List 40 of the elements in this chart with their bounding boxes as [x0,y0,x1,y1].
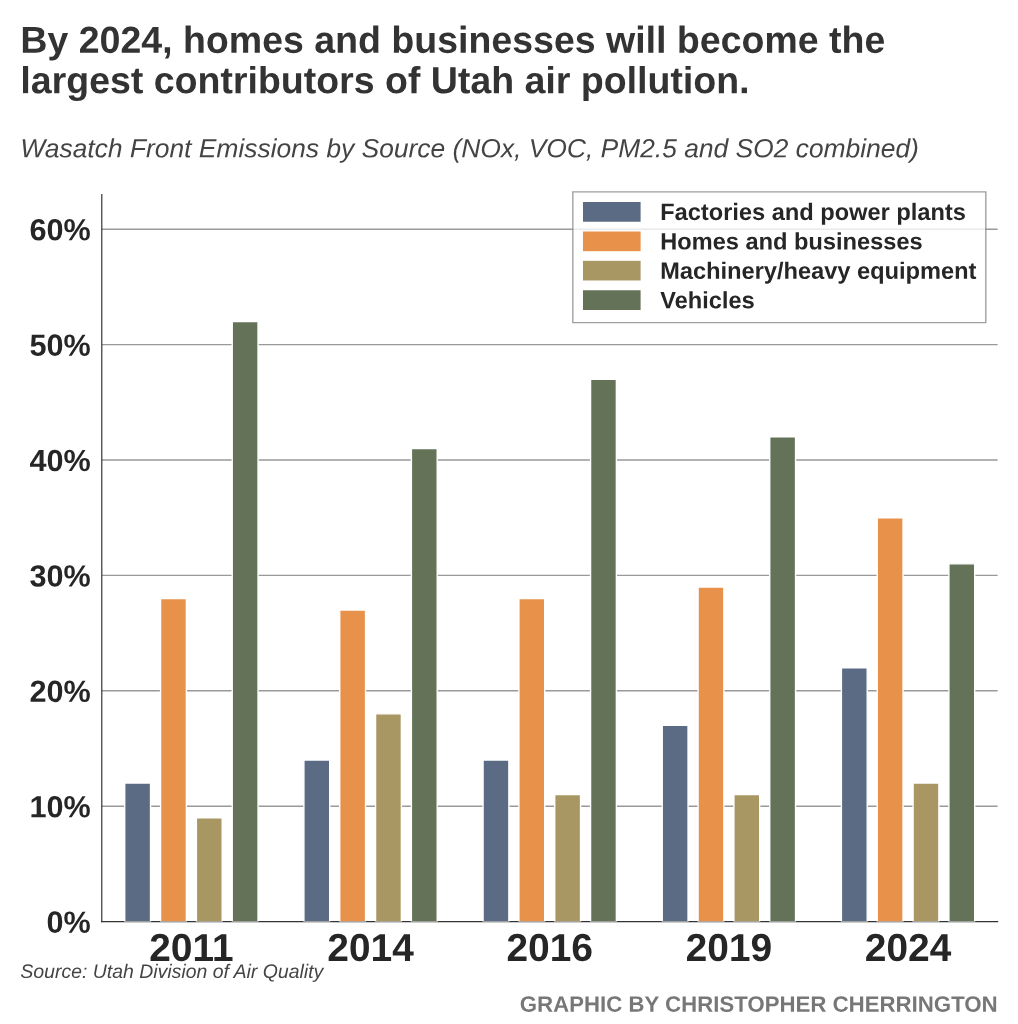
y-tick-label: 30% [30,565,90,587]
y-tick-label: 50% [30,334,90,356]
bar [948,563,976,922]
x-tick-label: 2016 [507,933,592,962]
bar [303,759,331,922]
chart-subtitle: Wasatch Front Emissions by Source (NOx, VOC, PM2.5 and SO2 combined) [22,138,918,163]
y-tick-label: 10% [31,795,90,818]
legend-label: Factories and power plants [661,202,965,225]
bar [482,759,510,922]
x-tick-label: 2014 [328,933,414,962]
bar [339,609,367,922]
bar [733,793,761,922]
bar [518,597,546,922]
bar [769,436,797,922]
chart-title: By 2024, homes and businesses will become the largest contributors of Utah air pollution. [22,25,884,102]
y-tick-label: 40% [30,449,90,472]
x-tick-label: 2024 [866,933,952,962]
bar [195,817,223,922]
bar [159,597,188,922]
legend-label: Machinery/heavy equipment [661,261,977,284]
bar [697,586,725,922]
bar [124,782,152,922]
y-tick-label: 0% [47,911,90,933]
bar [912,782,940,922]
bar [589,378,618,922]
source-note: Source: Utah Division of Air Quality [20,963,325,982]
legend-label: Vehicles [660,291,754,309]
bar [231,320,259,922]
bar [661,724,689,922]
bar [840,667,868,922]
x-tick-label: 2019 [686,933,771,962]
bar [410,447,438,922]
text: GRAPHIC BY CHRISTOPHER CHERRINGTON [520,996,997,1012]
bar [374,713,403,922]
y-tick-label: 60% [30,218,90,241]
bar [554,793,582,922]
bar [876,516,904,922]
x-tick-label: 2011 [150,933,233,962]
legend-label: Homes and businesses [661,232,922,250]
y-tick-label: 20% [30,680,90,703]
